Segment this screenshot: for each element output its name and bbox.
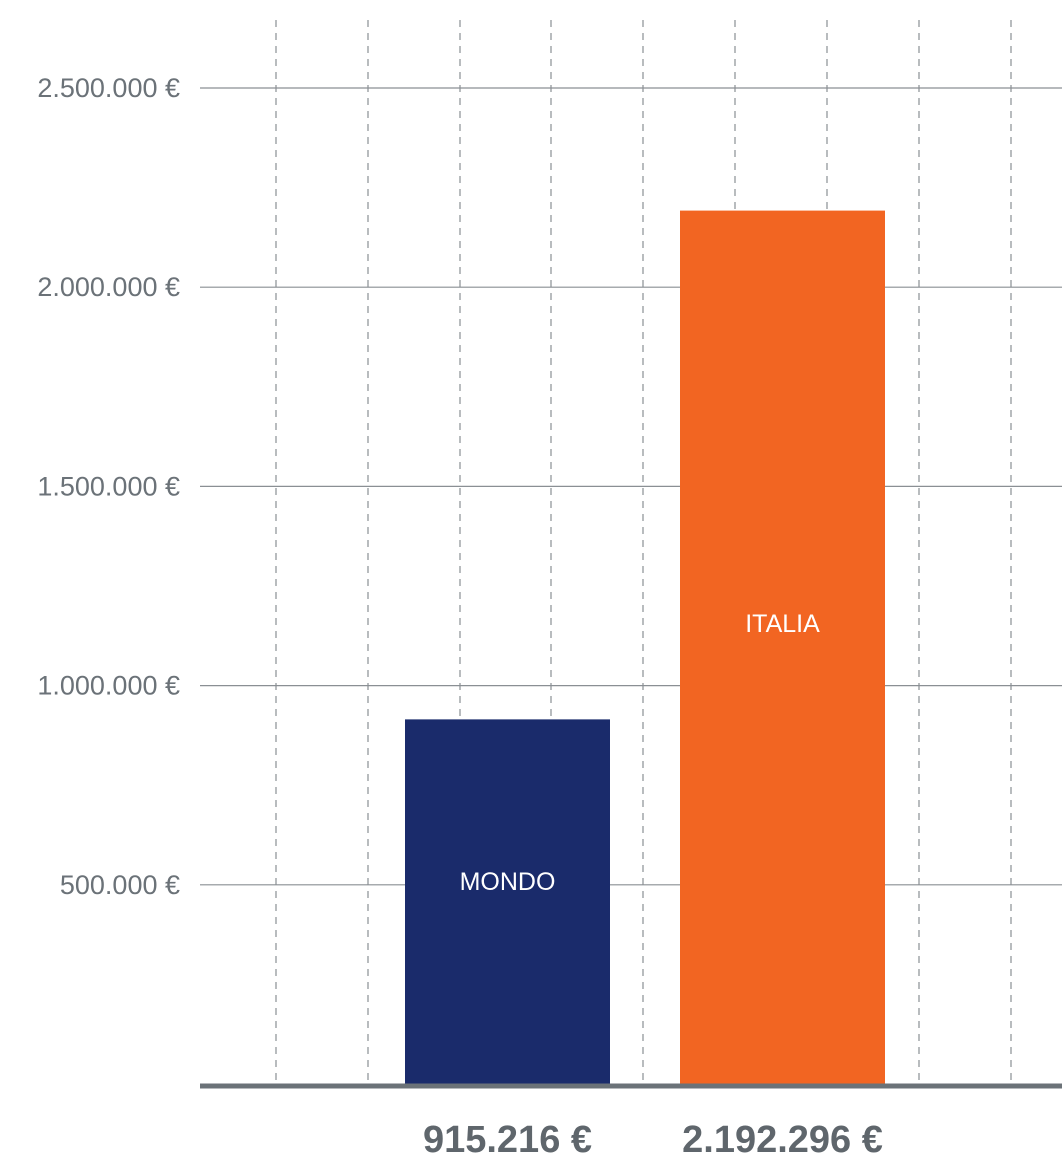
bars bbox=[405, 210, 885, 1084]
vertical-gridlines bbox=[275, 20, 1012, 1084]
y-tick-label: 500.000 € bbox=[60, 870, 180, 900]
horizontal-gridlines bbox=[200, 87, 1062, 886]
y-tick-label: 1.000.000 € bbox=[37, 671, 180, 701]
y-tick-label: 2.500.000 € bbox=[37, 73, 180, 103]
y-tick-label: 2.000.000 € bbox=[37, 272, 180, 302]
bar-category-label: MONDO bbox=[460, 868, 556, 896]
bar-value-label: 915.216 € bbox=[423, 1119, 592, 1159]
bar-italia bbox=[680, 210, 885, 1084]
y-axis-tick-labels: 500.000 € 1.000.000 € 1.500.000 € 2.000.000… bbox=[37, 73, 180, 900]
bar-value-labels: 915.216 € 2.192.296 € bbox=[423, 1119, 883, 1159]
bar-category-label: ITALIA bbox=[745, 610, 820, 638]
bar-category-labels: MONDO ITALIA bbox=[460, 610, 821, 896]
bar-value-label: 2.192.296 € bbox=[682, 1119, 883, 1159]
bar-mondo bbox=[405, 719, 610, 1084]
y-tick-label: 1.500.000 € bbox=[37, 471, 180, 501]
